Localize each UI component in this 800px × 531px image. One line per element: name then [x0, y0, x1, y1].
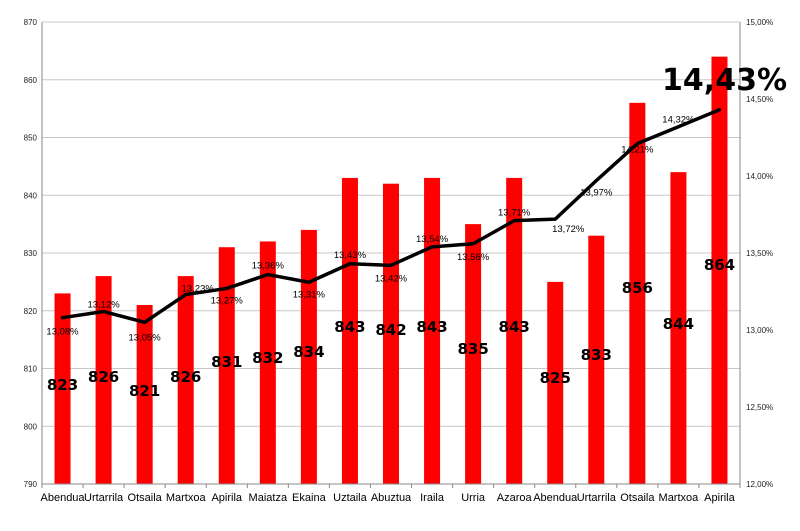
- right-tick-label: 14,00%: [746, 172, 773, 181]
- right-tick-label: 12,50%: [746, 403, 773, 412]
- rate-value-label: 13,05%: [129, 332, 162, 343]
- bar-value-label: 821: [129, 382, 160, 400]
- left-tick-label: 800: [24, 422, 38, 431]
- axes: [41, 21, 741, 488]
- bar: [711, 56, 728, 485]
- bar: [629, 102, 646, 484]
- rate-value-label: 13,08%: [46, 327, 79, 338]
- left-tick-label: 850: [24, 134, 38, 143]
- right-axis-ticks: 12,00% 12,50% 13,00% 13,50% 14,00% 14,50% 15,0…: [746, 18, 773, 489]
- rate-value-label: 13,54%: [416, 234, 449, 245]
- category-label: Urria: [461, 492, 486, 504]
- category-axis-labels: Abendua Urtarrila Otsaila Martxoa Apirila Mai…: [41, 492, 736, 504]
- left-tick-label: 790: [24, 480, 38, 489]
- category-label: Uztaila: [333, 492, 368, 504]
- right-tick-label: 14,50%: [746, 95, 773, 104]
- bar-value-label: 844: [663, 315, 694, 333]
- bar: [218, 247, 235, 484]
- bar-value-label: 831: [211, 353, 242, 371]
- highlight-rate-label: 14,43%: [662, 63, 787, 98]
- bar-value-label: 843: [499, 318, 530, 336]
- rate-value-label: 13,42%: [375, 273, 408, 284]
- rate-value-label: 13,43%: [334, 250, 367, 261]
- bar-value-label: 834: [293, 343, 324, 361]
- bar-value-label: 843: [416, 318, 447, 336]
- bar-value-label: 856: [622, 279, 653, 297]
- left-tick-label: 840: [24, 191, 38, 200]
- bar-value-labels: 823 826 821 826 831 832 834 843 842 843 835 843 825 8…: [47, 256, 735, 400]
- category-label: Abendua: [533, 492, 578, 504]
- bar-value-label: 826: [88, 368, 119, 386]
- category-label: Maiatza: [249, 492, 288, 504]
- bar: [259, 241, 276, 484]
- category-label: Otsaila: [128, 492, 163, 504]
- bar: [424, 177, 441, 485]
- bar-value-label: 826: [170, 368, 201, 386]
- category-label: Apirila: [211, 492, 242, 504]
- rate-value-label: 13,27%: [211, 295, 244, 306]
- rate-value-label: 13,12%: [87, 300, 120, 311]
- bar-value-label: 835: [457, 340, 488, 358]
- bar-value-label: 842: [375, 321, 406, 339]
- category-label: Urtarrila: [84, 492, 124, 504]
- rate-line: [60, 108, 722, 325]
- rate-value-labels: 13,08% 13,12% 13,05% 13,23%13,27% 13,36% 13,3…: [46, 115, 695, 344]
- rate-value-label: 13,72%: [552, 224, 585, 235]
- left-tick-label: 830: [24, 249, 38, 258]
- category-label: Ekaina: [292, 492, 327, 504]
- bar: [506, 177, 523, 485]
- rate-value-label: 13,36%: [252, 261, 285, 272]
- right-tick-label: 13,50%: [746, 249, 773, 258]
- right-tick-label: 12,00%: [746, 480, 773, 489]
- category-label: Azaroa: [497, 492, 533, 504]
- left-tick-label: 810: [24, 365, 38, 374]
- bar: [95, 276, 112, 484]
- bar-series: [54, 56, 728, 485]
- left-tick-label: 820: [24, 307, 38, 316]
- bar: [588, 235, 605, 484]
- bar-value-label: 864: [704, 256, 735, 274]
- category-label: Abendua: [41, 492, 86, 504]
- rate-value-label: 13,56%: [457, 252, 490, 263]
- category-label: Martxoa: [659, 492, 700, 504]
- rate-value-label: 14,21%: [621, 145, 654, 156]
- bar: [383, 183, 399, 484]
- category-label: Urtarrila: [577, 492, 617, 504]
- category-label: Abuztua: [371, 492, 412, 504]
- category-label: Iraila: [420, 492, 445, 504]
- bar-value-label: 833: [581, 346, 612, 364]
- bar: [177, 276, 194, 484]
- rate-value-label: 13,31%: [293, 289, 326, 300]
- category-label: Otsaila: [620, 492, 655, 504]
- right-tick-label: 15,00%: [746, 18, 773, 27]
- rate-line-series: [60, 108, 722, 325]
- rate-value-label: 13,71%: [498, 208, 531, 219]
- bar-value-label: 832: [252, 349, 283, 367]
- bar-value-label: 843: [334, 318, 365, 336]
- right-tick-label: 13,00%: [746, 326, 773, 335]
- bar-value-label: 823: [47, 376, 78, 394]
- left-tick-label: 860: [24, 76, 38, 85]
- rate-value-label: 13,23%: [182, 284, 215, 295]
- bar: [547, 281, 564, 484]
- bar: [54, 293, 71, 484]
- bar: [670, 172, 687, 484]
- left-tick-label: 870: [24, 18, 38, 27]
- bar-value-label: 825: [540, 369, 571, 387]
- rate-value-label: 13,97%: [580, 188, 613, 199]
- category-label: Martxoa: [166, 492, 207, 504]
- bar: [136, 304, 153, 484]
- bar: [300, 229, 317, 484]
- bar: [341, 177, 358, 485]
- category-label: Apirila: [704, 492, 735, 504]
- bar: [465, 224, 482, 484]
- rate-value-label: 14,32%: [662, 115, 695, 126]
- left-axis-ticks: 790 800 810 820 830 840 850 860 870: [24, 18, 38, 489]
